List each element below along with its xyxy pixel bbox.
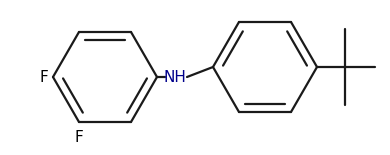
Text: NH: NH [163, 69, 186, 84]
Text: F: F [74, 130, 83, 145]
Text: F: F [39, 69, 48, 84]
